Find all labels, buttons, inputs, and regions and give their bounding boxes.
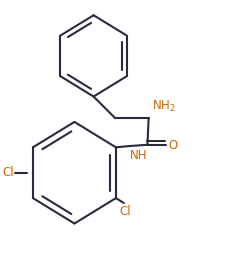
Text: Cl: Cl	[2, 166, 14, 179]
Text: O: O	[168, 139, 178, 152]
Text: NH$_2$: NH$_2$	[152, 99, 176, 114]
Text: NH: NH	[130, 149, 147, 162]
Text: Cl: Cl	[119, 205, 131, 218]
